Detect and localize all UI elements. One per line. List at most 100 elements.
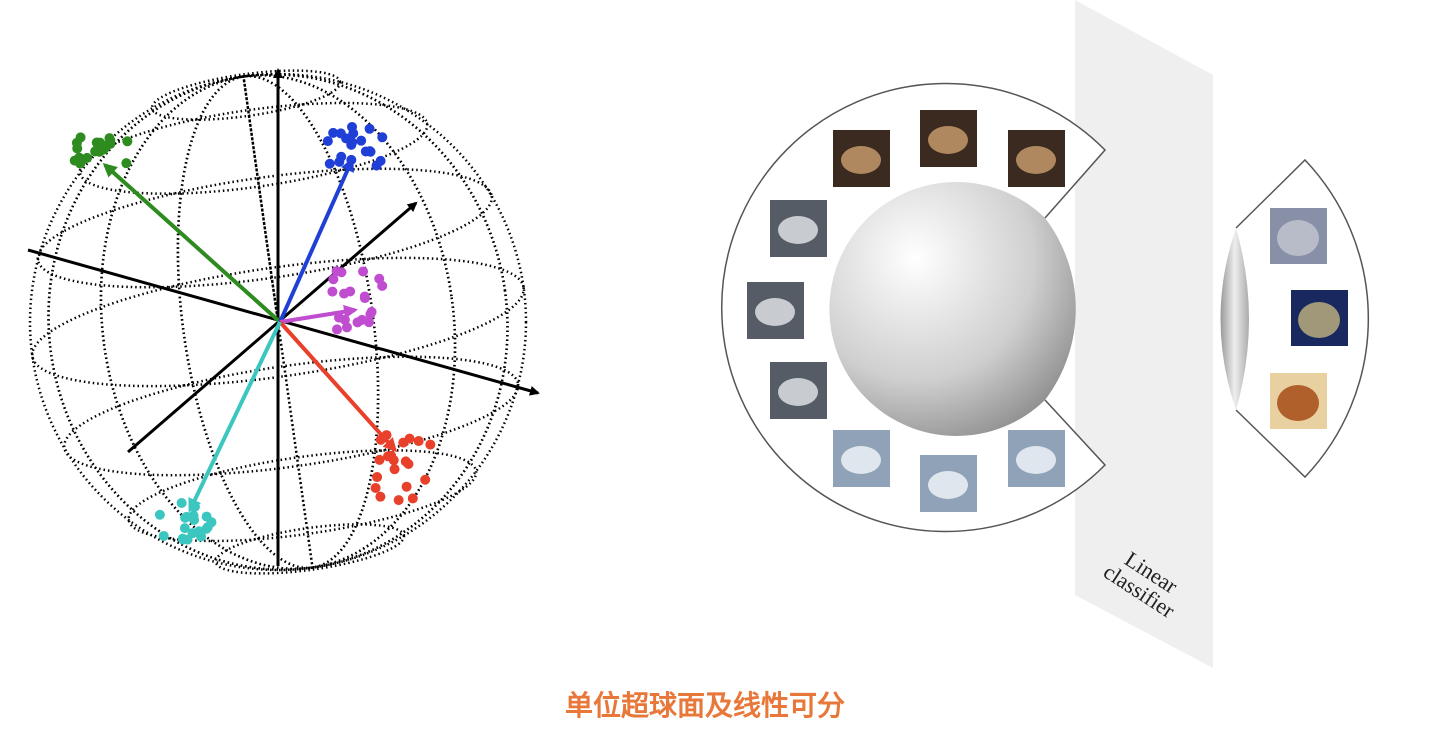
magenta-point (339, 288, 350, 299)
parallel (36, 167, 494, 289)
dog-thumbnail (833, 130, 890, 187)
car-thumbnail (747, 282, 804, 339)
blue-point (336, 151, 347, 162)
airplane-thumbnail (833, 430, 890, 487)
cyan-point (179, 523, 190, 534)
blue-point (375, 155, 386, 166)
cyan-point (176, 498, 187, 509)
green-point (75, 132, 86, 143)
blue-point (346, 154, 357, 165)
cat-thumbnail (1270, 208, 1327, 264)
magenta-vector (279, 304, 358, 324)
red-point (383, 451, 394, 462)
cat-face (1277, 220, 1319, 256)
class-points (69, 121, 436, 545)
dotted-unit-sphere (28, 69, 528, 575)
magenta-point (339, 314, 350, 325)
dog-thumbnail (1008, 130, 1065, 187)
green-point (122, 136, 133, 147)
airplane-subject (1016, 446, 1056, 474)
parallel (214, 523, 406, 575)
parallel (78, 101, 429, 195)
sphere-outline (28, 72, 528, 572)
image-thumbnails (747, 110, 1348, 512)
blue-point (335, 128, 346, 139)
green-point (97, 140, 108, 151)
green-point (72, 143, 83, 154)
green-point (74, 152, 85, 163)
blue-point (328, 127, 339, 138)
red-point (375, 491, 386, 502)
blue-point (347, 121, 358, 132)
green-vector (102, 162, 282, 324)
green-point (121, 158, 132, 169)
blue-point (324, 158, 335, 169)
red-point (372, 472, 383, 483)
dog-subject (1016, 146, 1056, 174)
parallel (150, 69, 342, 121)
dog-thumbnail (920, 110, 977, 167)
cat-face (1277, 385, 1319, 421)
red-point (393, 495, 404, 506)
car-subject (755, 298, 795, 326)
cat-face (1298, 302, 1340, 338)
cyan-point (158, 530, 169, 541)
red-point (407, 493, 418, 504)
sphere-cap (1220, 228, 1249, 410)
magenta-point (331, 266, 342, 277)
airplane-thumbnail (1008, 430, 1065, 487)
airplane-subject (928, 471, 968, 499)
red-point (425, 439, 436, 450)
parallel (127, 449, 478, 543)
magenta-point (366, 306, 377, 317)
slide-caption: 单位超球面及线性可分 (564, 689, 845, 722)
blue-point (364, 146, 375, 157)
parallel (31, 256, 525, 388)
blue-vector (278, 157, 354, 323)
car-subject (778, 378, 818, 406)
hypersphere (829, 181, 1076, 437)
red-point (370, 482, 381, 493)
red-point (374, 454, 385, 465)
magenta-point (328, 274, 339, 285)
cyan-point (154, 509, 165, 520)
meridian (47, 73, 509, 571)
car-thumbnail (770, 362, 827, 419)
red-point (375, 434, 386, 445)
red-point (400, 456, 411, 467)
cyan-vector (188, 321, 282, 513)
blue-point (364, 123, 375, 134)
magenta-point (327, 286, 338, 297)
airplane-subject (841, 446, 881, 474)
magenta-point (357, 314, 368, 325)
car-subject (778, 216, 818, 244)
blue-point (347, 137, 358, 148)
blue-point (377, 132, 388, 143)
magenta-point (359, 293, 370, 304)
meridian (99, 73, 457, 571)
dog-subject (841, 146, 881, 174)
airplane-thumbnail (920, 455, 977, 512)
red-point (420, 474, 431, 485)
linear-classifier-plane (1075, 0, 1213, 668)
parallel (62, 355, 520, 477)
red-vector (278, 320, 398, 453)
red-point (401, 481, 412, 492)
blue-point (356, 135, 367, 146)
red-point (413, 436, 424, 447)
car-thumbnail (770, 200, 827, 257)
magenta-point (374, 273, 385, 284)
magenta-point (341, 322, 352, 333)
cat-thumbnail (1291, 290, 1348, 346)
red-point (398, 437, 409, 448)
cyan-point (189, 501, 200, 512)
green-point (90, 146, 101, 157)
axis-depth (127, 201, 418, 454)
blue-point (322, 136, 333, 147)
magenta-point (358, 266, 369, 277)
cyan-point (180, 512, 191, 523)
green-point (105, 138, 116, 149)
magenta-point (332, 324, 343, 335)
class-vectors (102, 157, 398, 513)
